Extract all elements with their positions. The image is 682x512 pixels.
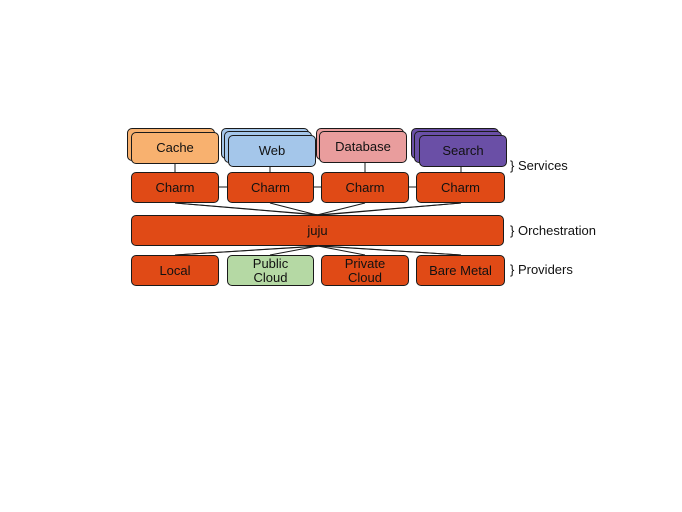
database-service-box: Database [319,131,407,163]
search-service-label: Search [442,143,484,158]
provider-label: Bare Metal [429,262,492,278]
charm-label: Charm [440,179,480,195]
providers-layer-label: } Providers [510,262,573,277]
charm-juju-line [316,202,366,216]
juju-label: juju [307,222,328,238]
provider-label: Private Cloud [344,255,386,285]
juju-provider-line [269,245,319,256]
cache-service-box: Cache [131,132,219,164]
services-layer-label: } Services [510,158,568,173]
charm-juju-line [174,202,323,216]
charm-label: Charm [345,179,385,195]
charm-box-cache: Charm [131,172,219,203]
database-service-label: Database [335,139,391,154]
charm-box-web: Charm [227,172,314,203]
juju-provider-line [317,245,366,256]
charm-label: Charm [155,179,195,195]
juju-provider-line [321,245,462,256]
charm-box-database: Charm [321,172,409,203]
web-service-label: Web [258,143,286,158]
provider-box-public-cloud: Public Cloud [227,255,314,286]
charm-label: Charm [250,179,290,195]
search-service-box: Search [419,135,507,167]
orchestration-layer-label: } Orchestration [510,223,596,238]
provider-label: Local [159,262,191,278]
charm-juju-line [321,202,462,216]
charm-juju-line [269,202,318,216]
juju-orchestrator-box: juju [131,215,504,246]
provider-box-private-cloud: Private Cloud [321,255,409,286]
cache-service-label: Cache [156,140,194,155]
juju-provider-line [174,245,323,256]
provider-label: Public Cloud [252,255,289,285]
charm-box-search: Charm [416,172,505,203]
provider-box-local: Local [131,255,219,286]
web-service-box: Web [228,135,316,167]
provider-box-bare-metal: Bare Metal [416,255,505,286]
